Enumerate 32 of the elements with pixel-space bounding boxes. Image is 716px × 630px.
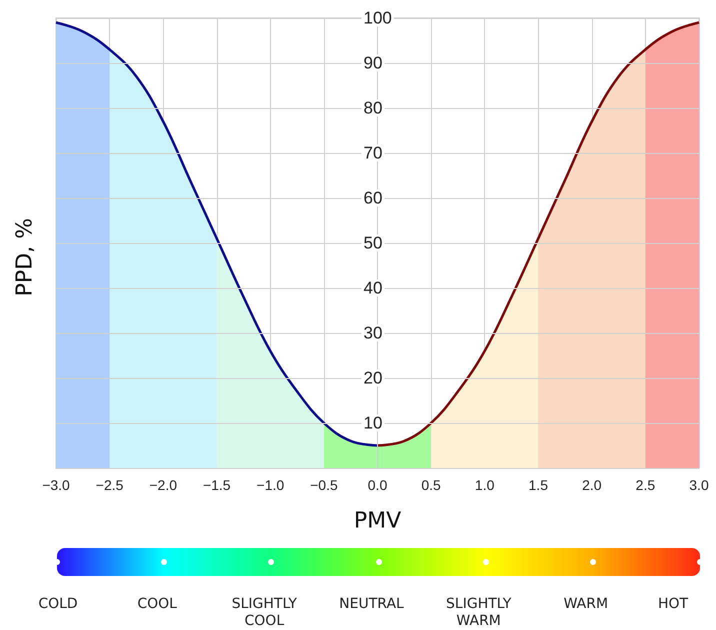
text: SLIGHTLY COOL: [230, 596, 298, 630]
x-tick-label: 1.5: [528, 477, 548, 493]
text: SLIGHTLY WARM: [445, 596, 512, 630]
y-tick-label: 20: [364, 368, 382, 388]
y-tick-label: 60: [364, 188, 382, 208]
y-tick-label: 50: [364, 234, 382, 252]
x-tick-label: 1.0: [474, 477, 495, 493]
y-tick-label: 80: [364, 98, 382, 118]
text: NEUTRAL: [338, 596, 405, 613]
x-tick-label: −0.5: [310, 477, 338, 493]
text: WARM: [562, 596, 610, 613]
x-tick-label: −2.5: [96, 477, 124, 493]
text: COLD: [37, 596, 79, 613]
y-tick-label: 70: [364, 144, 382, 162]
x-tick-label: −3.0: [42, 477, 70, 493]
y-tick-label: 100: [364, 8, 392, 28]
x-tick-label: 3.0: [689, 477, 709, 493]
y-tick-label: 10: [364, 414, 382, 432]
x-tick-label: −1.5: [202, 477, 231, 493]
x-tick-label: 2.5: [636, 477, 656, 493]
x-axis-title: PMV: [354, 508, 402, 534]
x-tick-label: 0.5: [421, 477, 442, 493]
x-tick-label: −1.0: [256, 477, 284, 493]
y-tick-label: 90: [364, 54, 382, 72]
y-tick-label: 40: [364, 278, 382, 298]
text: HOT: [656, 596, 690, 613]
text: COOL: [136, 596, 178, 613]
y-axis-title: PPD, %: [12, 218, 38, 296]
x-tick-label: −2.0: [149, 477, 178, 493]
y-tick-label: 30: [364, 324, 382, 342]
x-tick-label: 0.0: [368, 477, 388, 493]
x-tick-label: 2.0: [582, 477, 602, 493]
